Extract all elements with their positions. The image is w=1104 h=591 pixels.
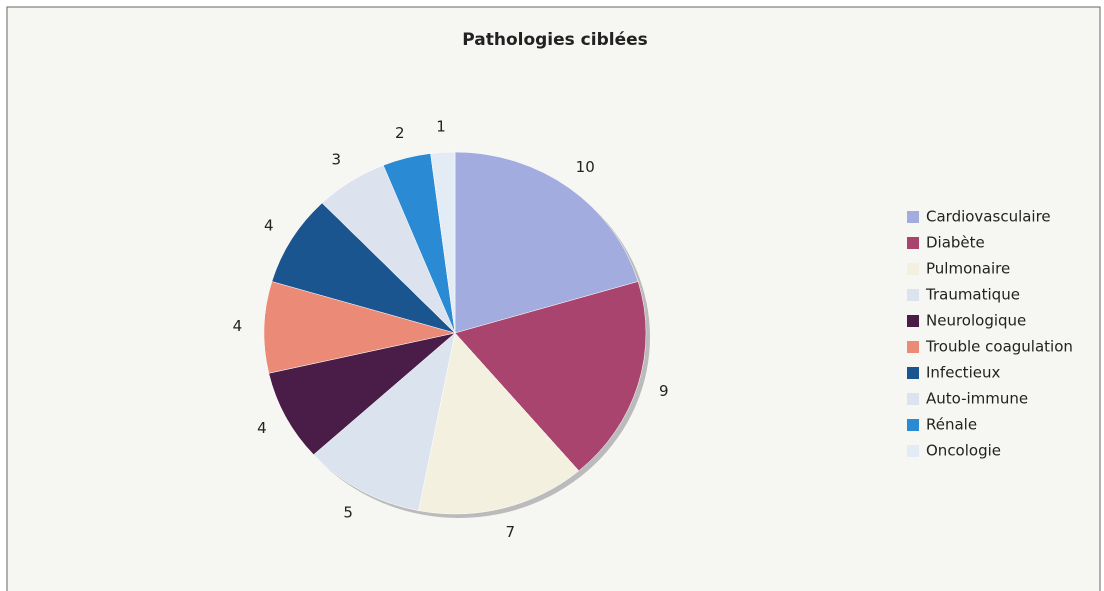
legend-label: Infectieux — [926, 364, 1000, 382]
data-label: 4 — [257, 419, 267, 437]
data-label: 4 — [233, 317, 243, 335]
pie-slice — [418, 332, 580, 515]
pie-slice — [430, 151, 456, 334]
legend-label: Traumatique — [925, 286, 1020, 304]
pie-slice — [271, 202, 456, 334]
legend-swatch — [907, 289, 919, 301]
legend-label: Neurologique — [926, 312, 1026, 330]
legend-swatch — [907, 445, 919, 457]
legend-label: Trouble coagulation — [925, 338, 1073, 356]
legend-label: Oncologie — [926, 442, 1001, 460]
data-label: 9 — [659, 382, 669, 400]
chart-title: Pathologies ciblées — [462, 30, 648, 50]
legend-swatch — [907, 419, 919, 431]
pie-slice — [263, 281, 456, 374]
data-label: 4 — [264, 217, 274, 235]
legend-swatch — [907, 393, 919, 405]
data-label: 3 — [331, 151, 341, 169]
data-label: 5 — [343, 503, 353, 521]
legend-label: Diabète — [926, 234, 985, 252]
legend-label: Cardiovasculaire — [926, 208, 1051, 226]
legend-label: Pulmonaire — [926, 260, 1010, 278]
legend-swatch — [907, 237, 919, 249]
legend-label: Rénale — [926, 416, 977, 434]
legend-swatch — [907, 211, 919, 223]
legend-label: Auto-immune — [926, 390, 1028, 408]
legend-swatch — [907, 367, 919, 379]
data-label: 2 — [395, 124, 405, 142]
legend-swatch — [907, 341, 919, 353]
data-label: 1 — [436, 118, 446, 136]
pie-slice — [313, 332, 456, 511]
legend-swatch — [907, 263, 919, 275]
pie-slice — [454, 281, 647, 472]
data-label: 7 — [505, 523, 515, 541]
pie-slice — [454, 151, 639, 334]
data-label: 10 — [576, 158, 595, 176]
legend-swatch — [907, 315, 919, 327]
